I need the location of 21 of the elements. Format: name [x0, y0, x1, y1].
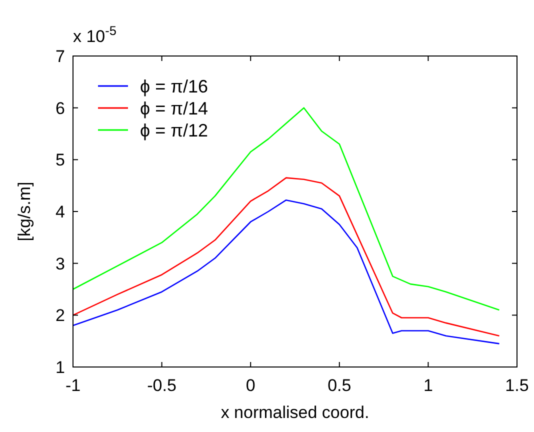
x-tick-label: 0 [246, 376, 256, 395]
y-tick-label: 1 [56, 358, 65, 377]
x-axis-title: x normalised coord. [220, 403, 370, 422]
x-tick-label: -0.5 [147, 376, 176, 395]
legend-label: ϕ = π/14 [140, 98, 208, 118]
legend-label: ϕ = π/12 [140, 120, 208, 140]
x-tick-label: 1 [423, 376, 433, 395]
y-tick-label: 2 [56, 306, 65, 326]
x-tick-label: 1.5 [505, 376, 529, 395]
y-tick-label: 6 [56, 98, 65, 118]
text: x 10$^{-5}$ [73, 22, 116, 46]
line-series [72, 177, 500, 337]
x-tick-label: 0.5 [328, 376, 352, 395]
y-tick-label: 3 [56, 254, 65, 274]
y-tick-label: 4 [56, 202, 65, 222]
y-axis-title: [kg/s.m] [15, 182, 34, 242]
legend-label: ϕ = π/16 [140, 76, 208, 96]
y-tick-label: 5 [56, 150, 65, 170]
x-tick-label: -1 [65, 376, 81, 395]
line-series [72, 199, 500, 344]
y-tick-label: 7 [56, 46, 65, 66]
